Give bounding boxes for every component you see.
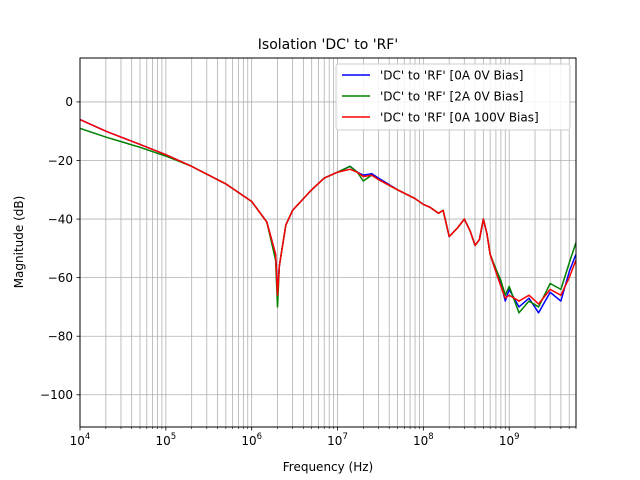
- legend-box: [335, 63, 571, 131]
- x-tick-label: 106: [241, 432, 262, 448]
- legend-label: 'DC' to 'RF' [0A 100V Bias]: [380, 111, 539, 125]
- x-tick-label: 108: [413, 432, 434, 448]
- plot-frame: [79, 57, 577, 428]
- legend-label: 'DC' to 'RF' [2A 0V Bias]: [380, 90, 523, 104]
- y-tick-label: −60: [48, 271, 73, 285]
- series-line-2: [80, 118, 576, 305]
- series-lines: [80, 118, 576, 314]
- y-tick-label: 0: [65, 95, 73, 109]
- y-tick-label: −100: [40, 388, 73, 402]
- x-axis-label: Frequency (Hz): [283, 460, 374, 474]
- y-tick-label: −40: [48, 212, 73, 226]
- y-tick-label: −80: [48, 330, 73, 344]
- x-tick-label: 109: [499, 432, 520, 448]
- y-tick-label: −20: [48, 154, 73, 168]
- legend-label: 'DC' to 'RF' [0A 0V Bias]: [380, 69, 523, 83]
- x-axis-ticks: 104 105 106 107 108 109: [70, 427, 577, 448]
- chart-title: Isolation 'DC' to 'RF': [258, 37, 398, 53]
- x-tick-label: 105: [155, 432, 176, 448]
- x-tick-label: 104: [70, 432, 91, 448]
- legend: 'DC' to 'RF' [0A 0V Bias] 'DC' to 'RF' [2…: [335, 63, 571, 131]
- x-tick-label: 107: [327, 432, 348, 448]
- grid: [79, 58, 577, 427]
- y-axis-label: Magnitude (dB): [12, 196, 26, 289]
- y-axis-ticks: 0 −20 −40 −60 −80 −100: [40, 95, 80, 402]
